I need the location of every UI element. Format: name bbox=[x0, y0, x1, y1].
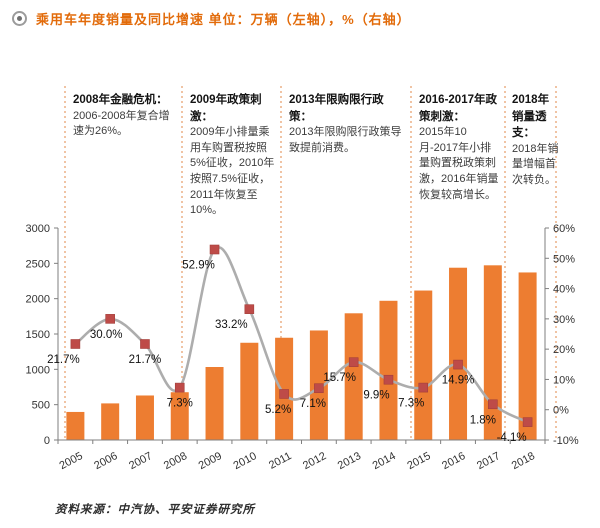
sales-bar bbox=[170, 392, 189, 440]
annotation-body: 2018年销量增幅首次转负。 bbox=[512, 142, 559, 187]
growth-marker bbox=[209, 244, 220, 255]
sales-bar bbox=[379, 300, 398, 440]
left-axis-tick-label: 2500 bbox=[26, 258, 50, 270]
growth-data-label: 7.3% bbox=[398, 398, 424, 410]
growth-data-label: 21.7% bbox=[47, 354, 80, 366]
year-label: 2007 bbox=[127, 450, 154, 472]
growth-data-label: 9.9% bbox=[363, 390, 389, 402]
growth-marker bbox=[244, 304, 255, 314]
radio-bullet-dot bbox=[17, 16, 22, 21]
growth-marker bbox=[522, 417, 533, 427]
right-axis-tick-label: 0% bbox=[553, 405, 569, 417]
growth-marker bbox=[70, 339, 81, 349]
year-label: 2013 bbox=[336, 450, 363, 472]
right-axis-tick-label: 10% bbox=[553, 374, 575, 386]
left-axis-tick-label: 0 bbox=[44, 435, 50, 447]
right-axis-tick-label: 60% bbox=[553, 223, 575, 235]
left-axis-tick-label: 2000 bbox=[26, 294, 50, 306]
growth-data-label: 30.0% bbox=[90, 329, 123, 341]
right-axis-tick-label: 20% bbox=[553, 344, 575, 356]
sales-bar bbox=[483, 265, 502, 440]
year-label: 2018 bbox=[510, 450, 537, 472]
sales-bar bbox=[275, 337, 294, 440]
growth-data-label: 5.2% bbox=[265, 404, 291, 416]
growth-marker bbox=[488, 399, 498, 410]
growth-data-label: 7.1% bbox=[300, 398, 326, 410]
sales-bar bbox=[101, 403, 120, 440]
annotation-2016-stimulus: 2016-2017年政策刺激： 2015年10月-2017年小排量购置税政策刺激… bbox=[419, 92, 501, 203]
year-label: 2014 bbox=[371, 450, 398, 472]
right-axis-tick-label: -10% bbox=[553, 435, 579, 447]
annotation-heading: 2008年金融危机： bbox=[73, 94, 168, 106]
sales-bar bbox=[135, 395, 154, 440]
growth-data-label: -4.1% bbox=[497, 432, 527, 444]
left-axis-tick-label: 1500 bbox=[26, 329, 50, 341]
sales-bar bbox=[449, 267, 468, 440]
annotation-body: 2013年限购限行政策导致提前消费。 bbox=[289, 126, 402, 154]
sales-bar bbox=[344, 313, 363, 440]
year-label: 2011 bbox=[267, 450, 294, 472]
annotation-2018-overdraft: 2018年销量透支： 2018年销量增幅首次转负。 bbox=[512, 92, 559, 189]
growth-marker bbox=[174, 382, 185, 393]
growth-data-label: 15.7% bbox=[323, 372, 356, 384]
sales-bar bbox=[205, 367, 224, 440]
year-label: 2012 bbox=[301, 450, 328, 472]
sales-bar bbox=[414, 290, 433, 440]
year-label: 2016 bbox=[440, 450, 467, 472]
growth-marker bbox=[418, 382, 429, 393]
growth-data-label: 1.8% bbox=[470, 414, 496, 426]
annotation-body: 2015年10月-2017年小排量购置税政策刺激，2016年销量恢复较高增长。 bbox=[419, 126, 499, 201]
year-label: 2017 bbox=[475, 450, 502, 472]
growth-marker bbox=[105, 314, 115, 324]
chart-header: 乘用车年度销量及同比增速 单位：万辆（左轴），%（右轴） bbox=[12, 9, 411, 28]
radio-bullet-icon bbox=[12, 11, 27, 26]
growth-marker bbox=[453, 359, 463, 370]
annotation-heading: 2009年政策刺激： bbox=[190, 94, 262, 123]
left-axis-tick-label: 1000 bbox=[26, 364, 50, 376]
year-label: 2006 bbox=[92, 450, 119, 472]
growth-data-label: 21.7% bbox=[129, 354, 162, 366]
chart-title: 乘用车年度销量及同比增速 单位：万辆（左轴），%（右轴） bbox=[36, 12, 411, 27]
annotation-2008-crisis: 2008年金融危机： 2006-2008年复合增速为26%。 bbox=[73, 92, 174, 140]
source-note: 资料来源：中汽协、平安证券研究所 bbox=[55, 504, 255, 516]
annotation-body: 2009年小排量乘用车购置税按照5%征收，2010年按照7.5%征收，2011年… bbox=[190, 126, 275, 217]
growth-marker bbox=[383, 374, 394, 385]
growth-data-label: 14.9% bbox=[442, 375, 475, 387]
growth-marker bbox=[279, 389, 289, 399]
sales-bar bbox=[518, 272, 537, 440]
growth-marker bbox=[348, 357, 359, 367]
annotation-heading: 2018年销量透支： bbox=[512, 94, 550, 140]
right-axis-tick-label: 40% bbox=[553, 284, 575, 296]
left-axis-tick-label: 500 bbox=[32, 400, 50, 412]
sales-bar bbox=[66, 411, 85, 440]
growth-data-label: 52.9% bbox=[182, 260, 215, 272]
year-label: 2015 bbox=[405, 450, 432, 472]
growth-data-label: 33.2% bbox=[215, 319, 248, 331]
growth-data-label: 7.3% bbox=[167, 398, 193, 410]
year-label: 2008 bbox=[162, 450, 189, 472]
left-axis-tick-label: 3000 bbox=[26, 223, 50, 235]
annotation-2009-stimulus: 2009年政策刺激： 2009年小排量乘用车购置税按照5%征收，2010年按照7… bbox=[190, 92, 276, 219]
sales-bar bbox=[240, 342, 259, 440]
annotation-heading: 2016-2017年政策刺激： bbox=[419, 94, 497, 123]
growth-marker bbox=[314, 383, 324, 394]
year-label: 2005 bbox=[58, 450, 85, 472]
annotation-body: 2006-2008年复合增速为26%。 bbox=[73, 109, 170, 138]
growth-marker bbox=[140, 339, 150, 349]
right-axis-tick-label: 30% bbox=[553, 314, 575, 326]
annotation-2013-restriction: 2013年限购限行政策： 2013年限购限行政策导致提前消费。 bbox=[289, 92, 406, 156]
year-label: 2010 bbox=[231, 450, 258, 472]
year-label: 2009 bbox=[197, 450, 224, 472]
right-axis-tick-label: 50% bbox=[553, 253, 575, 265]
annotation-heading: 2013年限购限行政策： bbox=[289, 94, 384, 123]
